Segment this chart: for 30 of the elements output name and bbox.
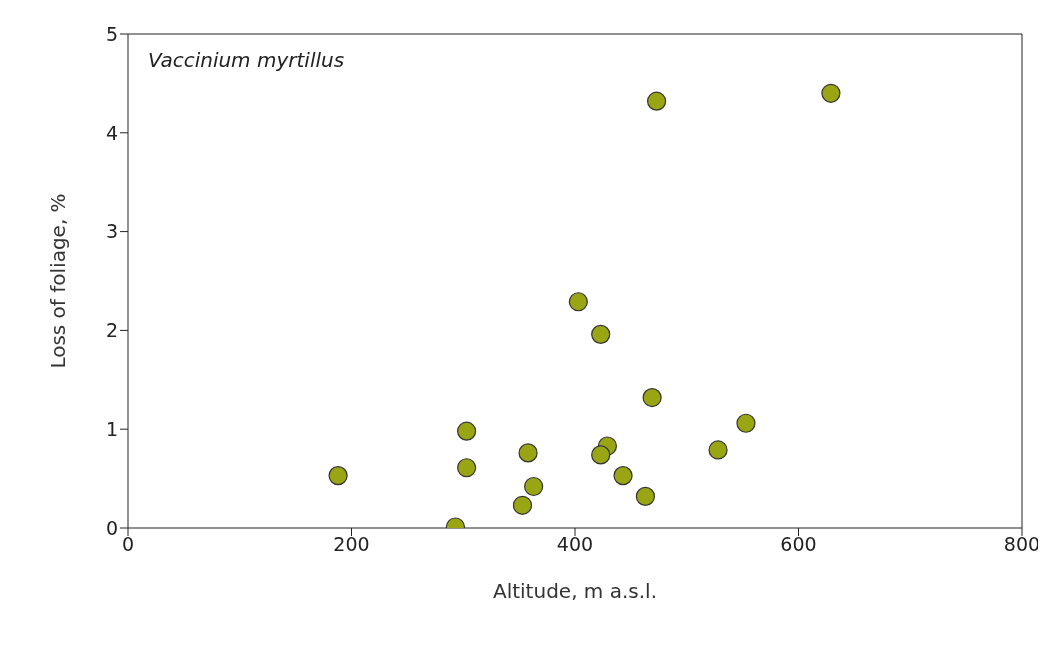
x-tick-label: 0 [121,533,135,556]
point [512,495,533,515]
x-tick-label: 800 [1003,533,1041,556]
point [708,440,728,460]
point [457,421,477,441]
x-axis-title: Altitude, m a.s.l. [492,579,658,603]
point [457,458,477,478]
point [736,413,756,433]
point [642,387,662,408]
x-tick-label: 400 [556,533,594,556]
point [568,292,588,312]
y-tick-label: 1 [105,417,118,440]
y-tick-label: 2 [105,319,118,342]
point [821,83,841,103]
point [328,466,348,486]
x-tick-label: 600 [780,533,817,556]
y-tick-label: 0 [105,516,118,539]
point [613,466,633,486]
x-tick-label: 200 [333,533,370,556]
point [591,445,611,465]
point [518,443,538,463]
y-tick-label: 3 [105,220,118,243]
y-tick-label: 5 [105,22,118,45]
y-tick-label: 4 [105,121,118,144]
annotation: Vaccinium myrtillus [148,48,345,72]
point [524,476,544,497]
point [635,486,655,506]
y-axis-title: Loss of foliage, % [46,193,71,369]
point [646,91,667,111]
point [591,324,611,344]
